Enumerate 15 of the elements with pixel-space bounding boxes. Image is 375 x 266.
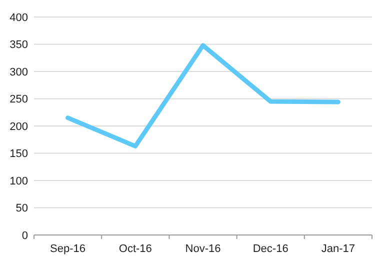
y-tick-label: 250 — [10, 94, 28, 106]
x-tick-label: Jan-17 — [321, 243, 356, 255]
x-tick-label: Sep-16 — [50, 243, 86, 255]
y-tick-label: 350 — [10, 39, 28, 52]
y-tick-label: 400 — [10, 12, 28, 24]
x-tick-label: Oct-16 — [118, 243, 152, 255]
y-tick-label: 100 — [10, 175, 28, 188]
line-series — [66, 43, 340, 148]
x-tick-label: Dec-16 — [252, 243, 288, 255]
y-tick-label: 300 — [10, 66, 28, 78]
y-tick-label: 150 — [10, 148, 28, 160]
y-tick-label: 50 — [16, 202, 28, 215]
y-tick-label: 200 — [10, 120, 28, 133]
y-tick-label: 0 — [22, 230, 28, 242]
x-tick-label: Nov-16 — [185, 243, 221, 255]
